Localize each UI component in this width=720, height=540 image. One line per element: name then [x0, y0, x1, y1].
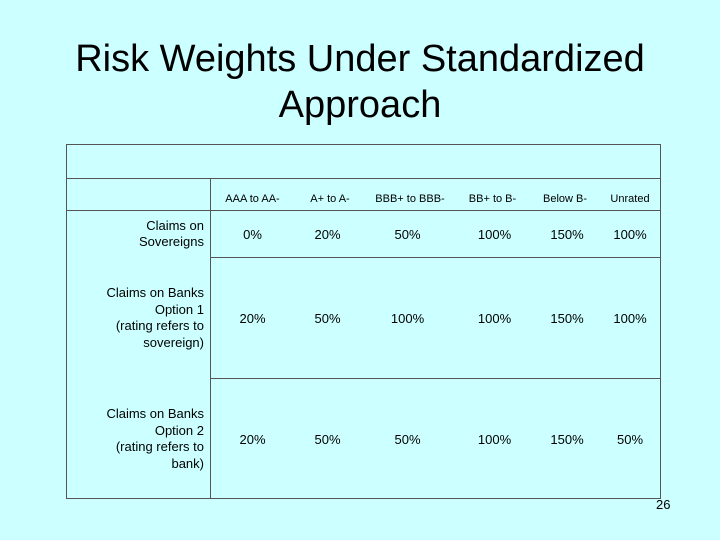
table-cell: 100% — [477, 227, 512, 242]
slide-title-line-2: Approach — [278, 84, 442, 126]
row-1-label-line-1: Claims on — [146, 217, 204, 233]
table-divider-row-2 — [210, 378, 661, 379]
table-cell: 50% — [314, 310, 341, 326]
table-cell: 0% — [243, 227, 262, 242]
column-header-bb: BB+ to B- — [468, 193, 517, 205]
table-cell: 100% — [477, 310, 512, 326]
table-cell: 150% — [550, 310, 584, 326]
table-divider-row-1 — [210, 257, 661, 258]
row-label-text: Claims on Sovereigns — [139, 218, 204, 251]
column-header-aaa: AAA to AA- — [225, 193, 280, 205]
row-3-label-line-2: Option 2 — [154, 422, 204, 438]
table-cell: 100% — [613, 310, 647, 326]
row-3-label-line-4: bank) — [171, 455, 204, 471]
row-2-label-line-3: (rating refers to — [115, 318, 204, 333]
table-cell: 50% — [394, 227, 421, 242]
row-2-label-line-4: sovereign) — [143, 334, 204, 350]
table-cell: 100% — [390, 310, 425, 326]
row-label-sovereigns: Claims on Sovereigns — [66, 212, 210, 256]
row-3-label-line-1: Claims on Banks — [106, 406, 204, 421]
risk-weights-table — [66, 144, 661, 499]
table-divider-header — [66, 210, 661, 211]
table-cell: 20% — [239, 431, 266, 447]
row-label-banks-option-2: Claims on Banks Option 2 (rating refers … — [66, 379, 210, 499]
table-cell: 20% — [314, 227, 341, 242]
column-header-unrated: Unrated — [610, 193, 650, 205]
column-header-a: A+ to A- — [310, 193, 350, 205]
table-label-divider — [210, 178, 211, 499]
column-header-bbb: BBB+ to BBB- — [375, 193, 445, 205]
row-2-label-line-2: Option 1 — [154, 301, 204, 317]
column-header-below-b: Below B- — [542, 193, 588, 205]
row-label-banks-option-1: Claims on Banks Option 1 (rating refers … — [66, 258, 210, 378]
table-cell: 150% — [550, 431, 584, 447]
table-divider-top — [66, 178, 661, 179]
row-3-label-line-3: (rating refers to — [115, 439, 204, 454]
slide-title-line-1: Risk Weights Under Standardized — [75, 38, 645, 80]
table-cell: 100% — [477, 431, 512, 447]
row-label-text: Claims on Banks Option 1 (rating refers … — [106, 285, 204, 351]
table-cell: 50% — [394, 431, 421, 447]
table-cell: 150% — [550, 227, 584, 242]
table-cell: 100% — [613, 227, 647, 242]
page-number: 26 — [656, 497, 671, 512]
table-cell: 50% — [616, 431, 644, 447]
slide-title: Risk Weights Under Standardized Approach — [0, 36, 720, 128]
row-2-label-line-1: Claims on Banks — [106, 285, 204, 300]
table-cell: 20% — [239, 310, 266, 326]
table-cell: 50% — [314, 431, 341, 447]
row-label-text: Claims on Banks Option 2 (rating refers … — [106, 406, 204, 472]
row-1-label-line-2: Sovereigns — [138, 234, 204, 249]
